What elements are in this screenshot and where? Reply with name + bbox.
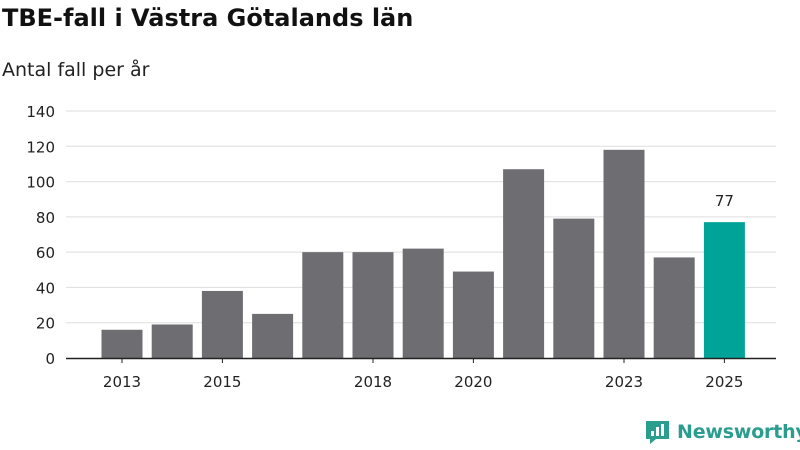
bar-2023	[603, 149, 645, 358]
y-tick-label: 60	[36, 244, 55, 262]
x-tick-label: 2023	[605, 373, 643, 391]
newsworthy-logo-icon	[646, 421, 669, 444]
bar-2014	[151, 324, 193, 358]
y-tick-label: 20	[36, 315, 55, 333]
brand-name: Newsworthy	[677, 421, 800, 443]
y-tick-label: 140	[26, 103, 55, 121]
y-tick-label: 0	[45, 350, 55, 368]
bar-2024	[653, 257, 695, 358]
y-tick-label: 80	[36, 209, 55, 227]
bar-2025	[703, 222, 745, 358]
x-tick-label: 2025	[705, 373, 743, 391]
y-tick-label: 100	[26, 174, 55, 192]
bar-2020	[452, 271, 494, 358]
x-tick-label: 2015	[203, 373, 241, 391]
x-tick-label: 2020	[454, 373, 492, 391]
bar-2022	[553, 218, 595, 358]
chart-title: TBE-fall i Västra Götalands län	[2, 4, 414, 32]
bar-2013	[101, 329, 143, 358]
bar-2016	[252, 313, 294, 358]
chart-subtitle: Antal fall per år	[2, 59, 150, 81]
x-tick-label: 2013	[103, 373, 141, 391]
bar-2018	[352, 252, 394, 358]
x-tick-label: 2018	[354, 373, 392, 391]
bar-2015	[201, 290, 243, 358]
bar-2017	[302, 252, 344, 358]
newsworthy-logo: Newsworthy	[644, 419, 800, 445]
bar-2019	[402, 248, 444, 358]
data-label: 77	[715, 192, 734, 210]
y-tick-label: 40	[36, 279, 55, 297]
bar-2021	[503, 169, 545, 358]
y-tick-label: 120	[26, 138, 55, 156]
